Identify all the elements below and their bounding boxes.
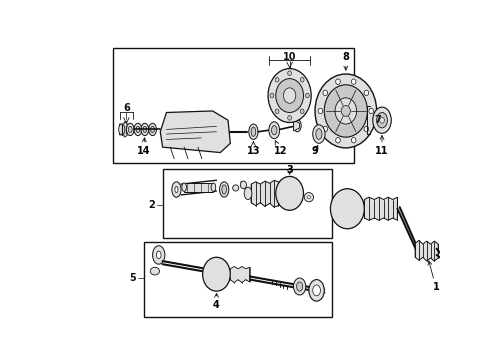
- Text: 9: 9: [312, 145, 318, 156]
- Ellipse shape: [203, 257, 230, 291]
- Polygon shape: [230, 266, 249, 283]
- Ellipse shape: [337, 197, 358, 221]
- Ellipse shape: [313, 125, 325, 143]
- Ellipse shape: [300, 109, 304, 114]
- Ellipse shape: [128, 126, 132, 132]
- Bar: [163, 169, 332, 238]
- Bar: [184, 183, 214, 192]
- Ellipse shape: [323, 90, 328, 95]
- Ellipse shape: [364, 126, 368, 132]
- Ellipse shape: [119, 124, 125, 135]
- Ellipse shape: [126, 123, 134, 136]
- Ellipse shape: [373, 107, 392, 133]
- Ellipse shape: [134, 123, 142, 136]
- Polygon shape: [294, 120, 300, 131]
- Ellipse shape: [288, 71, 292, 76]
- Ellipse shape: [307, 195, 311, 199]
- Text: 11: 11: [375, 136, 389, 156]
- Ellipse shape: [315, 74, 377, 148]
- Ellipse shape: [318, 108, 323, 114]
- Ellipse shape: [141, 123, 149, 136]
- Ellipse shape: [336, 79, 340, 84]
- Ellipse shape: [207, 263, 226, 286]
- Ellipse shape: [175, 186, 178, 193]
- Text: 13: 13: [246, 141, 260, 156]
- Ellipse shape: [282, 183, 297, 203]
- Ellipse shape: [294, 278, 306, 295]
- Ellipse shape: [369, 108, 373, 114]
- Polygon shape: [251, 180, 282, 207]
- Ellipse shape: [296, 282, 303, 291]
- Ellipse shape: [276, 176, 303, 210]
- Ellipse shape: [182, 183, 187, 192]
- Text: 8: 8: [343, 52, 349, 70]
- Ellipse shape: [240, 181, 246, 189]
- Ellipse shape: [275, 77, 279, 82]
- Ellipse shape: [351, 79, 356, 84]
- Ellipse shape: [343, 204, 351, 213]
- Ellipse shape: [150, 126, 154, 132]
- Ellipse shape: [156, 251, 161, 259]
- Ellipse shape: [143, 126, 147, 132]
- Ellipse shape: [287, 189, 293, 197]
- Ellipse shape: [309, 280, 324, 301]
- Ellipse shape: [271, 126, 277, 135]
- Ellipse shape: [222, 185, 226, 194]
- Text: 14: 14: [137, 138, 150, 156]
- Text: 7: 7: [375, 115, 382, 125]
- Text: 5: 5: [129, 273, 136, 283]
- Ellipse shape: [213, 270, 220, 279]
- Ellipse shape: [251, 127, 256, 136]
- Ellipse shape: [244, 187, 252, 199]
- Ellipse shape: [152, 246, 165, 264]
- Ellipse shape: [233, 185, 239, 191]
- Ellipse shape: [305, 93, 309, 98]
- Ellipse shape: [172, 182, 181, 197]
- Ellipse shape: [304, 193, 314, 202]
- Ellipse shape: [323, 126, 328, 132]
- Ellipse shape: [211, 183, 216, 192]
- Ellipse shape: [380, 117, 384, 123]
- Ellipse shape: [324, 85, 368, 137]
- Polygon shape: [365, 197, 397, 220]
- Ellipse shape: [335, 98, 357, 124]
- Ellipse shape: [268, 69, 311, 122]
- Ellipse shape: [276, 78, 303, 112]
- Ellipse shape: [316, 129, 322, 139]
- Ellipse shape: [249, 124, 258, 139]
- Ellipse shape: [288, 116, 292, 120]
- Ellipse shape: [270, 93, 274, 98]
- Ellipse shape: [377, 112, 388, 128]
- Ellipse shape: [351, 138, 356, 143]
- Polygon shape: [120, 122, 127, 137]
- Ellipse shape: [330, 189, 365, 229]
- Ellipse shape: [364, 90, 368, 95]
- Ellipse shape: [300, 77, 304, 82]
- Ellipse shape: [150, 267, 160, 275]
- Ellipse shape: [269, 122, 280, 139]
- Bar: [144, 242, 332, 316]
- Ellipse shape: [136, 126, 140, 132]
- Ellipse shape: [275, 109, 279, 114]
- Text: 12: 12: [273, 141, 287, 156]
- Ellipse shape: [313, 285, 320, 296]
- Polygon shape: [160, 111, 230, 153]
- Ellipse shape: [336, 138, 340, 143]
- Text: 3: 3: [286, 165, 293, 175]
- Text: 4: 4: [213, 293, 220, 310]
- Text: 1: 1: [428, 261, 440, 292]
- Text: 2: 2: [148, 200, 155, 210]
- Ellipse shape: [220, 182, 229, 197]
- Bar: [113, 48, 354, 163]
- Polygon shape: [415, 240, 438, 261]
- Ellipse shape: [341, 105, 350, 116]
- Text: 10: 10: [283, 52, 296, 62]
- Ellipse shape: [294, 120, 301, 132]
- Ellipse shape: [283, 88, 296, 103]
- Text: 6: 6: [123, 103, 130, 113]
- Ellipse shape: [149, 123, 156, 136]
